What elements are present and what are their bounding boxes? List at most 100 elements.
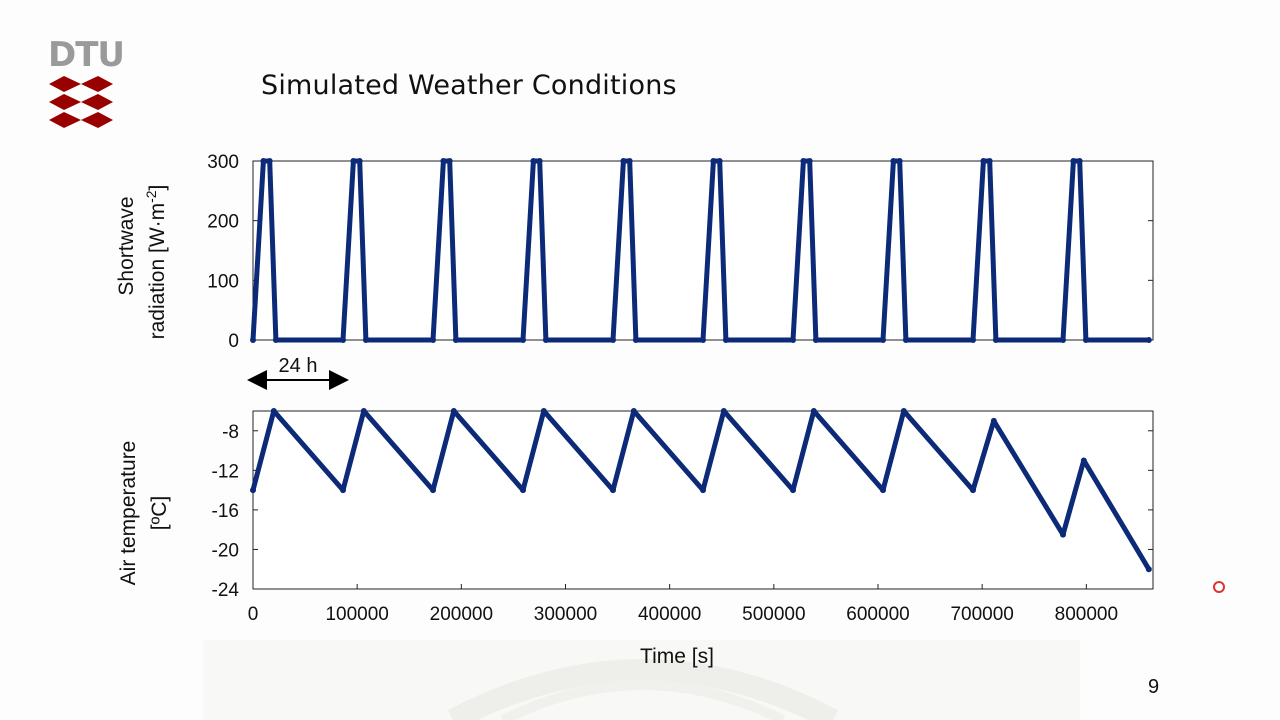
logo-emblem-icon [49, 76, 113, 128]
data-point [900, 408, 907, 414]
x-tick-label: 0 [248, 604, 259, 625]
y-tick-label: -16 [212, 501, 239, 522]
y-tick-label: 300 [207, 152, 239, 173]
data-point [1070, 158, 1077, 164]
data-point [520, 337, 526, 343]
data-point [520, 487, 526, 494]
slide-title: Simulated Weather Conditions [261, 70, 677, 101]
pointer-dot-icon [1213, 581, 1225, 593]
data-point [610, 487, 616, 494]
data-point [360, 408, 367, 414]
data-point [356, 158, 363, 164]
data-point [1145, 337, 1152, 343]
data-point [270, 408, 277, 414]
data-point [260, 158, 267, 164]
data-point [1082, 337, 1089, 343]
data-point [812, 337, 819, 343]
x-tick-label: 100000 [325, 604, 388, 625]
data-point [722, 337, 729, 343]
data-point [710, 158, 717, 164]
data-point [700, 337, 706, 343]
temperature-points [250, 408, 1152, 573]
dtu-logo: DTU [48, 35, 125, 134]
y-tick-label: 200 [207, 212, 239, 233]
data-point [250, 337, 256, 343]
data-point [970, 487, 976, 494]
data-point [790, 337, 796, 343]
data-point [626, 158, 633, 164]
data-point [440, 158, 447, 164]
data-point [540, 408, 547, 414]
y-tick-label: 100 [207, 271, 239, 292]
time-x-label: Time [s] [640, 645, 714, 668]
y-tick-label: 0 [228, 331, 239, 352]
data-point [970, 337, 976, 343]
data-point [430, 487, 436, 494]
y-tick-label: -20 [212, 540, 239, 561]
radiation-points [250, 158, 1152, 343]
data-point [990, 417, 997, 424]
data-point [450, 408, 457, 414]
data-point [986, 158, 993, 164]
data-point [630, 408, 637, 414]
data-point [430, 337, 436, 343]
data-point [1076, 158, 1083, 164]
annotation-label: 24 h [279, 355, 318, 377]
data-point [992, 337, 999, 343]
data-point [980, 158, 987, 164]
data-point [542, 337, 549, 343]
x-tick-label: 500000 [742, 604, 805, 625]
logo-text: DTU [48, 35, 125, 75]
temperature-x-ticks: 0 100000 200000 300000 400000 500000 600000 700… [248, 584, 1118, 625]
data-point [1060, 531, 1066, 538]
data-point [896, 158, 903, 164]
data-point [800, 158, 807, 164]
data-point [1080, 457, 1087, 464]
radiation-y-label-line1: Shortwave [115, 196, 138, 295]
x-tick-label: 600000 [846, 604, 909, 625]
data-point [806, 158, 813, 164]
temperature-y-label-line1: Air temperature [117, 441, 140, 586]
data-point [1060, 337, 1066, 343]
temperature-y-label-line2: [ºC] [148, 496, 171, 531]
page-number: 9 [1148, 676, 1160, 698]
x-tick-label: 700000 [950, 604, 1013, 625]
radiation-y-ticks: 0 100 200 300 [207, 152, 1153, 352]
y-tick-label: -8 [222, 422, 239, 443]
data-point [446, 158, 453, 164]
data-point [880, 487, 886, 494]
data-point [902, 337, 909, 343]
x-tick-label: 800000 [1055, 604, 1118, 625]
data-point [1145, 566, 1152, 573]
data-point [452, 337, 459, 343]
temperature-y-ticks: -24 -20 -16 -12 -8 [212, 422, 1153, 601]
radiation-y-label-line2: radiation [W·m-2] [143, 185, 169, 340]
x-tick-label: 400000 [638, 604, 701, 625]
data-point [530, 158, 537, 164]
watermark-arc-icon [203, 640, 1080, 720]
data-point [362, 337, 369, 343]
data-point [632, 337, 639, 343]
data-point [620, 158, 627, 164]
data-point [250, 487, 256, 494]
radiation-chart: 0 100 200 300 Shortwave radiation [W·m-2] [115, 152, 1154, 352]
data-point [272, 337, 279, 343]
data-point [890, 158, 897, 164]
data-point [266, 158, 273, 164]
data-point [810, 408, 817, 414]
data-point [536, 158, 543, 164]
y-tick-label: -24 [212, 580, 240, 601]
temperature-chart: -24 -20 -16 -12 -8 0 100000 200000 300000 400000… [117, 408, 1154, 668]
data-point [350, 158, 357, 164]
day-duration-annotation: 24 h [247, 355, 349, 390]
data-point [700, 487, 706, 494]
x-tick-label: 200000 [430, 604, 493, 625]
data-point [720, 408, 727, 414]
data-point [880, 337, 886, 343]
data-point [340, 487, 346, 494]
data-point [340, 337, 346, 343]
data-point [610, 337, 616, 343]
x-tick-label: 300000 [534, 604, 597, 625]
